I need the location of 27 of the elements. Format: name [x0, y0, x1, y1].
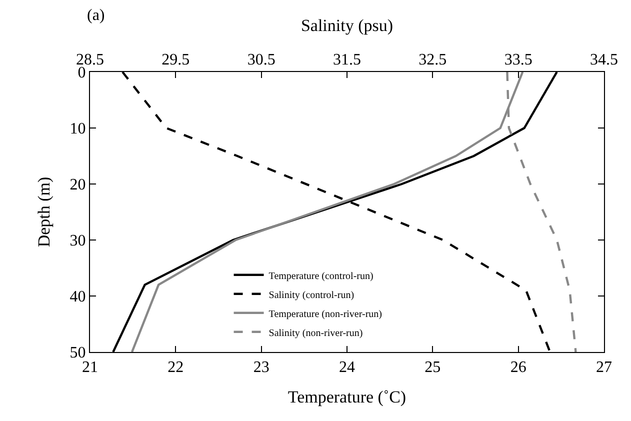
x-tick-label: 25: [424, 359, 441, 376]
x2-tick-label: 33.5: [504, 52, 532, 69]
x-tick-label: 21: [82, 359, 98, 376]
y-tick-label: 40: [70, 288, 86, 306]
y-tick-label: 0: [78, 64, 86, 82]
text: (a): [87, 7, 105, 24]
legend-label: Salinity (non-river-run): [268, 328, 363, 339]
y-tick-label: 50: [70, 344, 86, 362]
x2-tick-label: 31.5: [333, 52, 361, 69]
x-tick-label: 23: [253, 359, 270, 376]
x-axis-title: Temperature (˚C): [288, 388, 406, 407]
legend-label: Temperature (control-run): [268, 270, 374, 282]
y-tick-label: 20: [70, 176, 86, 194]
x-tick-label: 27: [596, 359, 612, 376]
legend-label: Salinity (control-run): [268, 290, 354, 301]
y-axis-title: Depth (m): [34, 176, 54, 248]
x2-tick-label: 34.5: [590, 52, 618, 69]
x2-tick-label: 32.5: [418, 52, 447, 69]
y-tick-label: 10: [70, 120, 86, 138]
y-tick-label: 30: [70, 232, 86, 250]
x2-tick-label: 30.5: [247, 52, 276, 69]
x-tick-label: 24: [339, 359, 355, 376]
x2-tick-label: 29.5: [162, 52, 190, 69]
x2-axis-title: Salinity (psu): [300, 16, 394, 36]
x-tick-label: 22: [168, 359, 184, 376]
legend-label: Temperature (non-river-run): [268, 308, 382, 320]
x-tick-label: 26: [510, 359, 526, 376]
